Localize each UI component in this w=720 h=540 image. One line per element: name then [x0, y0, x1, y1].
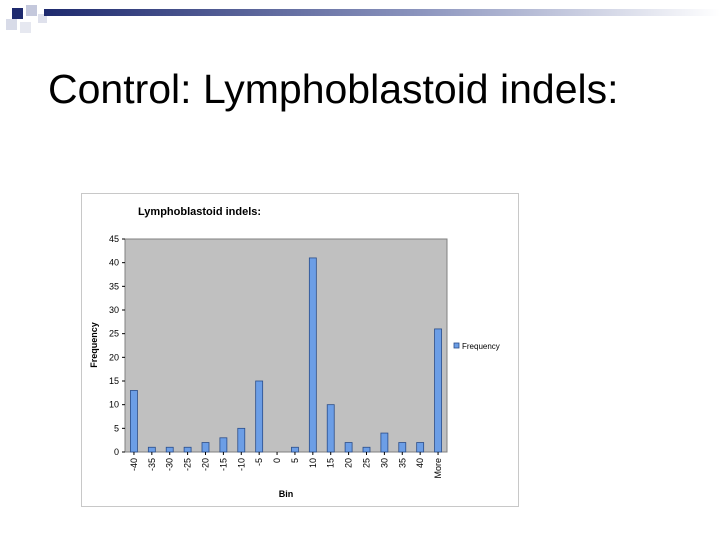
x-tick-label: 40 [415, 458, 425, 468]
x-tick-label: -40 [129, 458, 139, 471]
bar [416, 442, 425, 453]
x-tick-label: 30 [379, 458, 389, 468]
x-tick-label: 20 [344, 458, 354, 468]
y-tick-label: 30 [109, 305, 119, 315]
bar [130, 390, 138, 453]
x-tick-label: 10 [308, 458, 318, 468]
x-tick-label: 35 [397, 458, 407, 468]
y-tick-label: 20 [109, 352, 119, 362]
x-tick-label: 15 [326, 458, 336, 468]
x-tick-label: -25 [183, 458, 193, 471]
x-tick-label: -35 [147, 458, 157, 471]
bars [130, 257, 442, 453]
y-tick-label: 25 [109, 329, 119, 339]
bar [165, 446, 174, 453]
bar [237, 427, 246, 453]
x-axis: -40 -35 -30 -25 -20 -15 -10 -5 0 5 10 15 20 25 30 35 40 M… [129, 452, 443, 479]
x-axis-label: Bin [279, 489, 294, 499]
deco-square-dark-1 [12, 8, 23, 19]
plot-area [124, 238, 448, 453]
y-tick-label: 0 [114, 447, 119, 457]
bar [380, 432, 389, 453]
deco-square-light-2 [6, 19, 17, 30]
x-tick-label: 0 [272, 458, 282, 463]
legend: Frequency [453, 342, 500, 351]
x-tick-label: -10 [236, 458, 246, 471]
x-tick-label: 5 [290, 458, 300, 463]
bar [344, 442, 353, 453]
legend-label: Frequency [462, 342, 500, 351]
y-tick-label: 5 [114, 423, 119, 433]
bar [219, 437, 228, 453]
slide-title: Control: Lymphoblastoid indels: [48, 66, 619, 112]
legend-swatch [453, 342, 460, 349]
bar [434, 328, 442, 453]
x-tick-label: More [433, 458, 443, 479]
bar [201, 442, 210, 453]
deco-square-light-1 [26, 5, 37, 16]
deco-square-light-3 [20, 22, 31, 33]
x-tick-label: 25 [362, 458, 372, 468]
y-tick-label: 15 [109, 376, 119, 386]
bar [326, 404, 335, 453]
bar-chart: Lymphoblastoid indels: 0 5 10 15 20 25 30 35 40 4… [89, 206, 500, 499]
bar [147, 446, 156, 453]
y-tick-label: 35 [109, 281, 119, 291]
bar [362, 446, 371, 453]
chart-container: Lymphoblastoid indels: 0 5 10 15 20 25 30 35 40 4… [81, 193, 519, 507]
y-axis: 0 5 10 15 20 25 30 35 40 45 [109, 234, 125, 457]
bar [398, 442, 407, 453]
y-tick-label: 40 [109, 258, 119, 268]
deco-gradient-bar [44, 9, 720, 16]
y-axis-label: Frequency [89, 322, 99, 368]
x-tick-label: -30 [165, 458, 175, 471]
chart-title: Lymphoblastoid indels: [138, 206, 261, 218]
title-decoration [6, 5, 720, 33]
bar [183, 446, 192, 453]
x-tick-label: -20 [201, 458, 211, 471]
bar [255, 380, 264, 453]
x-tick-label: -5 [254, 458, 264, 466]
y-tick-label: 45 [109, 234, 119, 244]
y-tick-label: 10 [109, 400, 119, 410]
x-tick-label: -15 [218, 458, 228, 471]
bar [308, 257, 317, 453]
bar [291, 446, 299, 453]
deco-square-light-4 [38, 14, 47, 23]
